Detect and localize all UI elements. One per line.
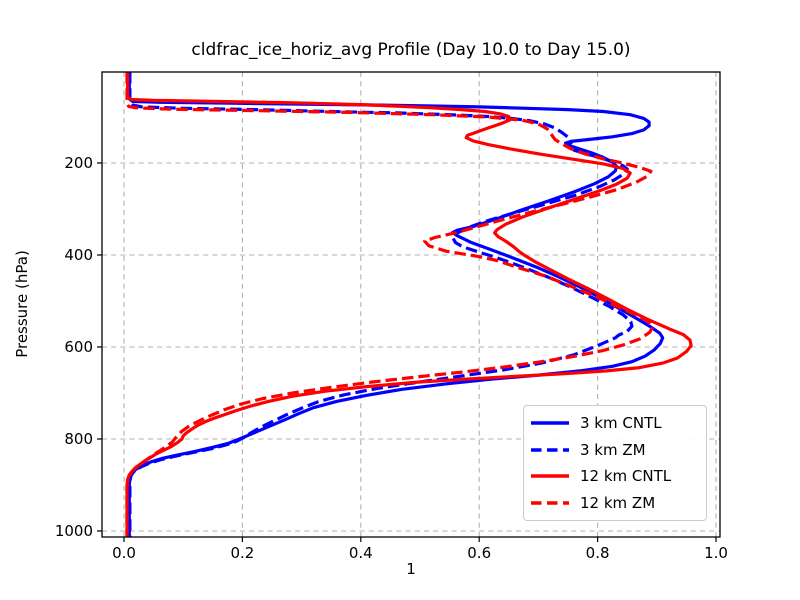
y-tick-label: 1000 [55, 522, 93, 540]
legend-label: 12 km ZM [580, 493, 656, 512]
legend-item-3-km-zm: 3 km ZM [531, 437, 706, 464]
x-axis-label: 1 [406, 560, 416, 578]
dashed-line-sample-icon [531, 448, 569, 452]
legend-label: 3 km CNTL [580, 414, 662, 433]
gridlines [102, 72, 720, 537]
y-axis-label: Pressure (hPa) [13, 250, 31, 358]
legend-label: 3 km ZM [580, 440, 646, 459]
solid-line-sample-icon [531, 474, 569, 478]
legend-label: 12 km CNTL [580, 467, 672, 486]
solid-line-sample-icon [531, 421, 569, 425]
curves [125, 72, 693, 537]
y-tick-label: 600 [64, 338, 93, 356]
series-12-km-cntl [125, 72, 693, 537]
y-tick-label: 400 [64, 246, 93, 264]
y-tick-label: 800 [64, 430, 93, 448]
series-12-km-zm [125, 72, 655, 537]
legend-item-12-km-cntl: 12 km CNTL [531, 463, 706, 490]
tick-labels: 0.0 0.2 0.4 0.6 0.8 1.0 200 400 600 800 1000 [55, 154, 728, 562]
x-tick-label: 0.6 [467, 544, 491, 562]
dashed-line-sample-icon [531, 501, 569, 505]
x-tick-label: 0.4 [349, 544, 373, 562]
legend-item-12-km-zm: 12 km ZM [531, 490, 706, 517]
plot-border [101, 71, 721, 538]
series-3-km-cntl [127, 72, 665, 537]
chart-title: cldfrac_ice_horiz_avg Profile (Day 10.0 … [191, 40, 631, 60]
x-tick-label: 0.0 [112, 544, 136, 562]
legend-item-3-km-cntl: 3 km CNTL [531, 410, 706, 437]
x-tick-label: 0.8 [586, 544, 610, 562]
x-tick-label: 0.2 [230, 544, 254, 562]
legend: 3 km CNTL 3 km ZM 12 km CNTL 12 km ZM [523, 405, 707, 521]
series-3-km-zm [128, 72, 634, 537]
x-tick-label: 1.0 [704, 544, 728, 562]
y-tick-label: 200 [64, 154, 93, 172]
tick-marks [97, 162, 717, 542]
